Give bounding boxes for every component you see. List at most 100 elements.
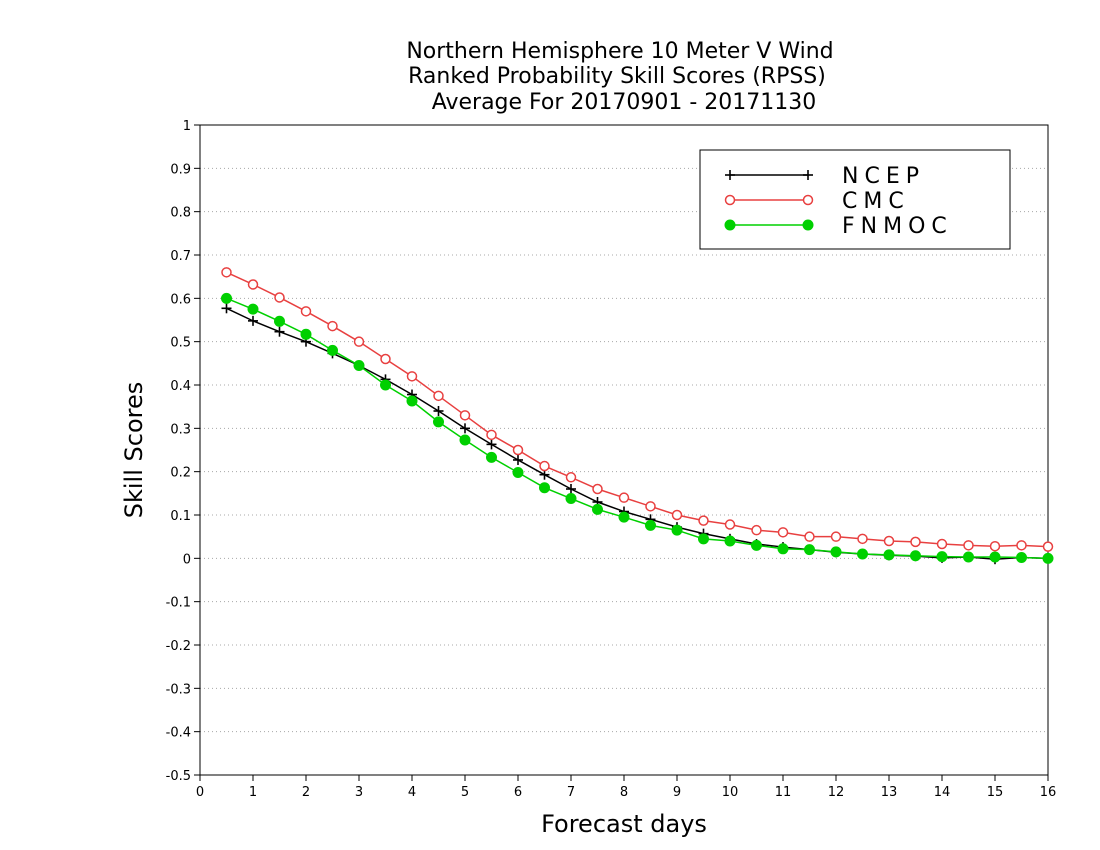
x-tick-label: 2 [302,785,310,800]
data-point-cmc [539,460,550,472]
y-tick-label: 1 [183,119,191,134]
data-point-cmc [963,540,974,551]
x-tick-label: 12 [828,785,845,800]
data-point-ncep [513,454,523,465]
data-point-cmc [274,292,285,303]
data-point-fnmoc [698,533,709,545]
data-point-ncep [248,315,258,326]
data-point-ncep [566,484,576,494]
data-point-fnmoc [963,551,974,563]
data-point-cmc [221,267,232,278]
data-point-cmc [804,531,815,542]
data-point-cmc [857,533,868,545]
data-point-cmc [565,472,577,483]
data-point-cmc [777,527,789,538]
legend-marker-fnmoc [724,219,736,231]
y-tick-label: -0.5 [166,769,191,784]
legend-marker-cmc [802,194,814,206]
data-point-fnmoc [300,328,312,340]
legend-marker-cmc [724,194,736,206]
x-tick-label: 14 [934,785,951,800]
data-point-cmc [671,509,683,521]
legend-label-cmc: CMC [842,189,910,214]
data-point-fnmoc [433,416,444,428]
x-tick-label: 7 [567,785,575,800]
grid-lines [200,167,1048,733]
x-tick-label: 9 [673,785,681,800]
chart-title-line-2: Ranked Probability Skill Scores (RPSS) [408,64,826,89]
series-cmc [221,267,1054,552]
data-point-fnmoc [910,550,921,562]
x-tick-label: 4 [408,785,416,800]
x-tick-label: 10 [722,785,739,800]
data-point-fnmoc [777,543,789,555]
y-axis-title: Skill Scores [120,382,148,519]
data-point-ncep [460,423,470,434]
x-tick-label: 16 [1040,785,1057,800]
data-point-fnmoc [830,546,842,558]
data-point-fnmoc [1042,552,1054,564]
data-point-cmc [592,483,603,495]
y-tick-label: -0.4 [166,726,191,741]
data-point-cmc [247,279,259,290]
data-point-cmc [459,410,471,421]
y-tick-label: 0.4 [170,379,191,394]
data-point-fnmoc [751,539,762,551]
data-point-cmc [883,535,895,547]
y-tick-label: 0.5 [170,336,191,351]
legend-marker-fnmoc [802,219,814,231]
data-point-fnmoc [857,548,868,560]
data-point-cmc [910,536,921,548]
x-tick-label: 1 [249,785,257,800]
axis-ticks: -0.5 -0.4 -0.3 -0.2 -0.1 0 0.1 0.2 0.3 0.4 0.5 0.6 0… [166,119,1057,800]
data-point-cmc [645,501,656,512]
x-tick-label: 15 [987,785,1004,800]
data-point-ncep [433,406,444,416]
data-point-fnmoc [353,360,365,371]
data-point-cmc [486,429,497,441]
legend-label-ncep: NCEP [842,164,925,189]
x-axis-title: Forecast days [541,810,707,838]
data-point-cmc [724,519,736,530]
data-point-cmc [433,390,444,402]
data-point-fnmoc [883,549,895,561]
y-tick-label: 0.3 [170,422,191,437]
data-point-cmc [989,540,1001,552]
data-point-ncep [221,303,232,314]
series-line-cmc [226,271,1049,548]
data-point-ncep [539,469,550,480]
data-point-cmc [830,531,842,542]
legend-marker-ncep [803,170,813,180]
data-point-fnmoc [671,524,683,536]
chart-title-line-3: Average For 20170901 - 20171130 [432,90,817,115]
x-tick-label: 3 [355,785,363,800]
data-point-cmc [380,353,391,365]
y-tick-label: -0.3 [166,682,191,697]
y-tick-label: 0.9 [170,162,191,177]
data-point-fnmoc [539,482,550,494]
data-point-ncep [274,326,285,337]
data-point-cmc [406,371,418,382]
x-tick-label: 6 [514,785,522,800]
data-point-fnmoc [274,315,285,327]
data-point-fnmoc [565,493,577,505]
data-point-fnmoc [459,434,471,446]
data-point-fnmoc [724,535,736,547]
data-point-fnmoc [592,503,603,515]
data-point-fnmoc [406,395,418,407]
chart-title-line-1: Northern Hemisphere 10 Meter V Wind [406,39,833,64]
y-tick-label: 0 [183,552,191,567]
data-point-cmc [512,444,524,456]
data-point-fnmoc [618,511,630,523]
data-point-fnmoc [221,292,232,304]
data-point-fnmoc [247,303,259,315]
data-point-fnmoc [804,544,815,556]
data-point-ncep [486,439,497,450]
series-ncep [221,303,1053,565]
data-point-cmc [698,515,709,526]
y-tick-label: 0.7 [170,249,191,264]
data-point-cmc [327,320,338,332]
